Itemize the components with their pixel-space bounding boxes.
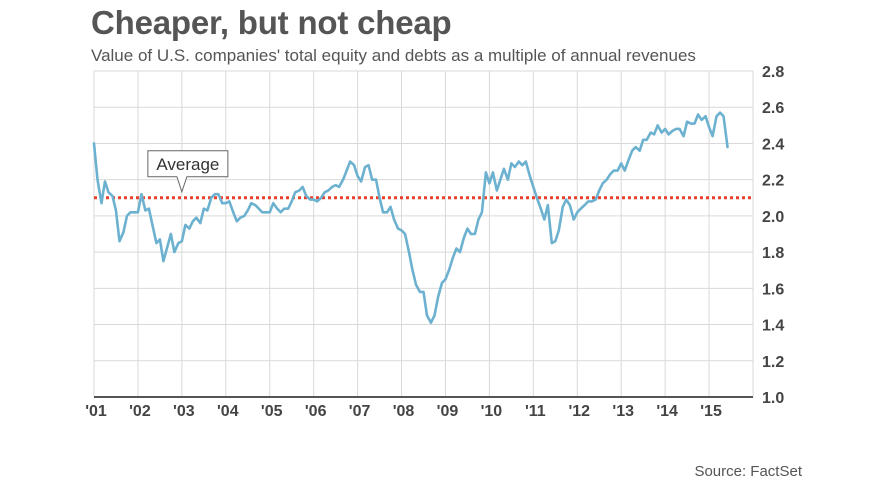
- x-tick-label: '05: [261, 403, 283, 420]
- x-tick-label: '02: [129, 403, 151, 420]
- chart-subtitle: Value of U.S. companies' total equity an…: [91, 46, 696, 65]
- y-tick-label: 1.2: [762, 354, 784, 371]
- x-tick-label: '13: [612, 403, 634, 420]
- x-tick-label: '12: [568, 403, 590, 420]
- x-tick-label: '09: [437, 403, 459, 420]
- x-tick-label: '07: [349, 403, 371, 420]
- chart-title: Cheaper, but not cheap: [91, 4, 452, 41]
- y-tick-label: 1.4: [762, 318, 784, 335]
- y-tick-label: 2.4: [762, 136, 784, 153]
- x-tick-label: '06: [305, 403, 327, 420]
- x-tick-label: '11: [525, 403, 546, 420]
- average-label: Average: [156, 155, 219, 174]
- x-axis: '01 '02 '03 '04 '05 '06 '07 '08 '09 '10 '11 '12 '13 '…: [85, 403, 722, 420]
- average-callout-box: [147, 150, 229, 194]
- series-line: [92, 111, 729, 325]
- x-tick-label: '15: [700, 403, 722, 420]
- average-callout: Average: [147, 150, 229, 194]
- source-note: Source: FactSet: [694, 463, 802, 480]
- y-tick-label: 2.0: [762, 209, 784, 226]
- x-tick-label: '08: [393, 403, 415, 420]
- x-tick-label: '01: [85, 403, 107, 420]
- y-tick-label: 2.2: [762, 173, 784, 190]
- x-tick-label: '04: [217, 403, 239, 420]
- y-tick-label: 2.6: [762, 100, 784, 117]
- y-axis: 2.8 2.6 2.4 2.2 2.0 1.8 1.6 1.4 1.2 1.0: [762, 64, 784, 407]
- y-tick-label: 1.6: [762, 281, 784, 298]
- grid: [93, 70, 754, 398]
- x-tick-label: '10: [481, 403, 503, 420]
- x-tick-label: '14: [656, 403, 678, 420]
- x-tick-label: '03: [173, 403, 195, 420]
- y-tick-label: 1.8: [762, 245, 784, 262]
- y-tick-label: 2.8: [762, 64, 784, 81]
- y-tick-label: 1.0: [762, 390, 784, 407]
- series-group: [92, 111, 729, 325]
